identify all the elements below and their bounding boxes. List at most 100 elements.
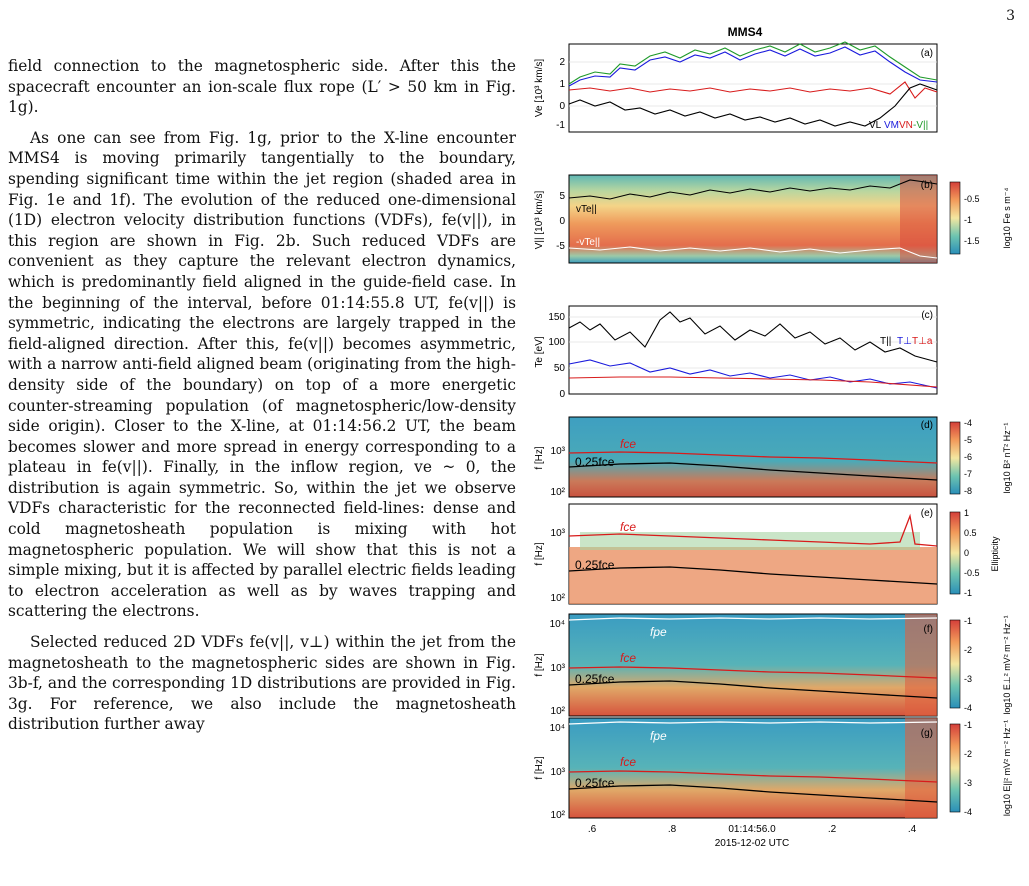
cbtick: -4: [964, 703, 972, 713]
panel-g: (g) fpe fce 0.25fce 10⁴ 10³ 10² f [Hz] -…: [534, 717, 1012, 821]
cbtick: 1: [964, 508, 969, 518]
colorbar-d-label: log10 B² nT² Hz⁻¹: [1002, 423, 1012, 494]
ytick: 0: [559, 101, 565, 112]
ytick: 10⁴: [550, 619, 565, 630]
panel-e-ylabel: f [Hz]: [534, 542, 545, 566]
annot-025fce: 0.25fce: [575, 558, 615, 572]
ytick: 1: [559, 79, 565, 90]
ytick: 150: [548, 312, 565, 323]
annot-fce: fce: [620, 651, 636, 665]
colorbar-d: [949, 421, 961, 495]
x-axis-label: 2015-12-02 UTC: [715, 838, 789, 849]
cbtick: -7: [964, 469, 972, 479]
x-axis: .6 .8 01:14:56.0 .2 .4 2015-12-02 UTC: [588, 824, 917, 849]
xtick: 01:14:56.0: [728, 824, 776, 835]
cbtick: -6: [964, 452, 972, 462]
text-column: field connection to the magnetospheric s…: [8, 56, 516, 735]
cbtick: -0.5: [964, 194, 980, 204]
panel-c: (c) T|| T⊥ T⊥a 150 100 50 0 Te [eV]: [534, 305, 938, 400]
cbtick: -1.5: [964, 236, 980, 246]
cbtick: -1: [964, 588, 972, 598]
annot-fce: fce: [620, 755, 636, 769]
xtick: .4: [908, 824, 917, 835]
panel-a: (a) VL VM VN -V|| 2 1 0 -1 Ve [10³ km/s]: [534, 41, 938, 133]
panel-b-ylabel: V|| [10³ km/s]: [534, 191, 545, 250]
annot-fpe: fpe: [650, 625, 667, 639]
ytick: 0: [559, 216, 565, 227]
annot-vte: vTe||: [576, 204, 597, 215]
colorbar-f-label: log10 E⊥² mV² m⁻² Hz⁻¹: [1002, 615, 1012, 714]
annot-fce: fce: [620, 437, 636, 451]
panel-c-ylabel: Te [eV]: [534, 336, 545, 367]
paragraph-3: Selected reduced 2D VDFs fe(v||, v⊥) wit…: [8, 633, 516, 734]
ytick: 50: [554, 363, 566, 374]
panel-c-label: (c): [921, 310, 933, 321]
panel-e-label: (e): [921, 508, 933, 519]
cbtick: -2: [964, 749, 972, 759]
ytick: 10²: [551, 593, 566, 604]
cbtick: -4: [964, 418, 972, 428]
colorbar-g-label: log10 E||² mV² m⁻² Hz⁻¹: [1002, 720, 1012, 816]
cbtick: -4: [964, 807, 972, 817]
colorbar-b: [949, 181, 961, 255]
ytick: 10²: [551, 706, 566, 717]
colorbar-f: [949, 619, 961, 709]
panel-g-ylabel: f [Hz]: [534, 756, 545, 780]
legend-vm: VM: [884, 120, 899, 131]
panel-e: (e) fce 0.25fce 10³ 10² f [Hz] 1 0.5 0 -…: [534, 503, 1000, 605]
legend-tperp: T⊥: [897, 336, 912, 347]
cbtick: -3: [964, 674, 972, 684]
ytick: 10⁴: [550, 723, 565, 734]
ytick: 10³: [551, 446, 566, 457]
ytick: 10²: [551, 810, 566, 821]
xtick: .8: [668, 824, 677, 835]
colorbar-e-label: Ellipticity: [990, 536, 1000, 572]
panel-f-label: (f): [924, 624, 933, 635]
xtick: .6: [588, 824, 597, 835]
panel-b-label: (b): [921, 180, 933, 191]
figure-2: MMS4 (a) VL VM VN -V|| 2 1 0 -1 Ve [10³ …: [534, 25, 1012, 849]
colorbar-e: [949, 511, 961, 595]
xtick: .2: [828, 824, 837, 835]
legend-vpar: -V||: [913, 120, 928, 131]
panel-g-label: (g): [921, 728, 933, 739]
figure-title: MMS4: [728, 25, 763, 39]
colorbar-g: [949, 723, 961, 813]
colorbar-b-label: log10 Fe s m⁻⁴: [1002, 188, 1012, 249]
annot-fpe: fpe: [650, 729, 667, 743]
ytick: 10³: [551, 528, 566, 539]
legend-vn: VN: [899, 120, 913, 131]
page-number: 3: [1006, 8, 1015, 24]
legend-tpar: T||: [880, 336, 891, 347]
cbtick: -0.5: [964, 568, 980, 578]
panel-a-label: (a): [921, 48, 933, 59]
ytick: 100: [548, 337, 565, 348]
ytick: 0: [559, 389, 565, 400]
ytick: -1: [556, 120, 565, 131]
ytick: 10²: [551, 487, 566, 498]
cbtick: -8: [964, 486, 972, 496]
cbtick: 0.5: [964, 528, 977, 538]
ytick: 5: [559, 191, 565, 202]
annot-neg-vte: -vTe||: [576, 237, 600, 248]
cbtick: -1: [964, 616, 972, 626]
ytick: 2: [559, 57, 565, 68]
panel-b: (b) vTe|| -vTe|| 5 0 -5 V|| [10³ km/s] -…: [534, 174, 1012, 264]
panel-f-ylabel: f [Hz]: [534, 653, 545, 677]
cbtick: -2: [964, 645, 972, 655]
panel-d-label: (d): [921, 420, 933, 431]
panel-d: (d) fce 0.25fce 10³ 10² f [Hz] -4 -5 -6 …: [534, 416, 1012, 498]
panel-a-ylabel: Ve [10³ km/s]: [534, 59, 545, 118]
annot-025fce: 0.25fce: [575, 455, 615, 469]
cbtick: 0: [964, 548, 969, 558]
ytick: -5: [556, 241, 565, 252]
panel-f: (f) fpe fce 0.25fce 10⁴ 10³ 10² f [Hz] -…: [534, 613, 1012, 717]
cbtick: -5: [964, 435, 972, 445]
cbtick: -3: [964, 778, 972, 788]
annot-025fce: 0.25fce: [575, 776, 615, 790]
cbtick: -1: [964, 720, 972, 730]
ytick: 10³: [551, 663, 566, 674]
cbtick: -1: [964, 215, 972, 225]
paragraph-2: As one can see from Fig. 1g, prior to th…: [8, 128, 516, 621]
paragraph-1: field connection to the magnetospheric s…: [8, 57, 516, 117]
